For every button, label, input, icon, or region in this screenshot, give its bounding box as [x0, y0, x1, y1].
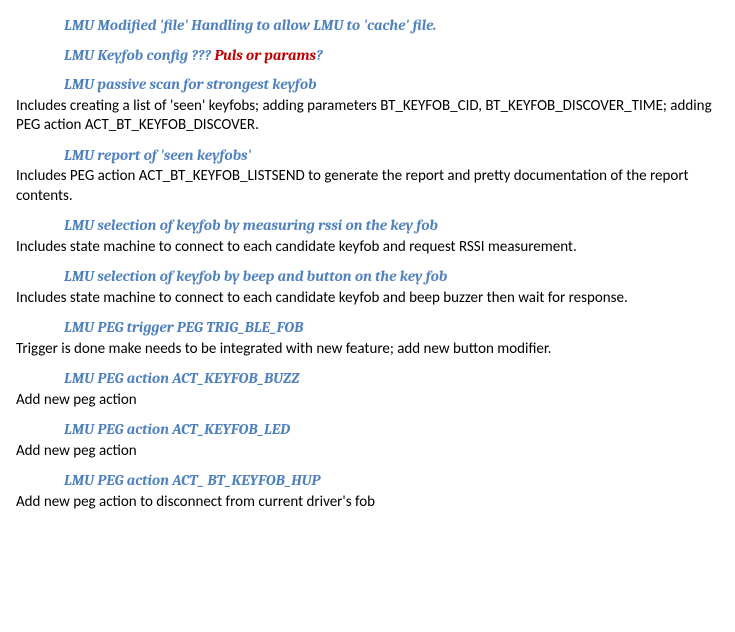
body-passive-scan: Includes creating a list of 'seen' keyfo…: [16, 97, 719, 136]
section-peg-trigger: LMU PEG trigger PEG TRIG_BLE_FOB Trigger…: [16, 318, 719, 359]
heading-act-led: LMU PEG action ACT_KEYFOB_LED: [16, 420, 719, 440]
body-act-led: Add new peg action: [16, 442, 719, 462]
section-keyfob-config: LMU Keyfob config ??? Puls or params?: [16, 46, 719, 66]
heading-keyfob-config: LMU Keyfob config ??? Puls or params?: [16, 46, 719, 66]
heading-keyfob-config-red: Puls or params: [214, 46, 316, 64]
heading-selection-beep: LMU selection of keyfob by beep and butt…: [16, 267, 719, 287]
body-selection-beep: Includes state machine to connect to eac…: [16, 289, 719, 309]
document-page: LMU Modified 'file' Handling to allow LM…: [0, 0, 735, 534]
body-act-buzz: Add new peg action: [16, 391, 719, 411]
heading-keyfob-config-pre: LMU Keyfob config ???: [64, 46, 214, 64]
body-peg-trigger: Trigger is done make needs to be integra…: [16, 340, 719, 360]
section-passive-scan: LMU passive scan for strongest keyfob In…: [16, 75, 719, 136]
heading-passive-scan: LMU passive scan for strongest keyfob: [16, 75, 719, 95]
heading-cache-file: LMU Modified 'file' Handling to allow LM…: [16, 16, 719, 36]
body-selection-rssi: Includes state machine to connect to eac…: [16, 238, 719, 258]
body-report-seen: Includes PEG action ACT_BT_KEYFOB_LISTSE…: [16, 167, 719, 206]
body-act-hup: Add new peg action to disconnect from cu…: [16, 493, 719, 513]
section-report-seen: LMU report of 'seen keyfobs' Includes PE…: [16, 146, 719, 207]
section-selection-rssi: LMU selection of keyfob by measuring rss…: [16, 216, 719, 257]
heading-keyfob-config-post: ?: [316, 46, 323, 64]
section-cache-file: LMU Modified 'file' Handling to allow LM…: [16, 16, 719, 36]
heading-act-buzz: LMU PEG action ACT_KEYFOB_BUZZ: [16, 369, 719, 389]
heading-selection-rssi: LMU selection of keyfob by measuring rss…: [16, 216, 719, 236]
section-act-led: LMU PEG action ACT_KEYFOB_LED Add new pe…: [16, 420, 719, 461]
section-act-hup: LMU PEG action ACT_ BT_KEYFOB_HUP Add ne…: [16, 471, 719, 512]
section-selection-beep: LMU selection of keyfob by beep and butt…: [16, 267, 719, 308]
section-act-buzz: LMU PEG action ACT_KEYFOB_BUZZ Add new p…: [16, 369, 719, 410]
heading-report-seen: LMU report of 'seen keyfobs': [16, 146, 719, 166]
heading-act-hup: LMU PEG action ACT_ BT_KEYFOB_HUP: [16, 471, 719, 491]
heading-peg-trigger: LMU PEG trigger PEG TRIG_BLE_FOB: [16, 318, 719, 338]
